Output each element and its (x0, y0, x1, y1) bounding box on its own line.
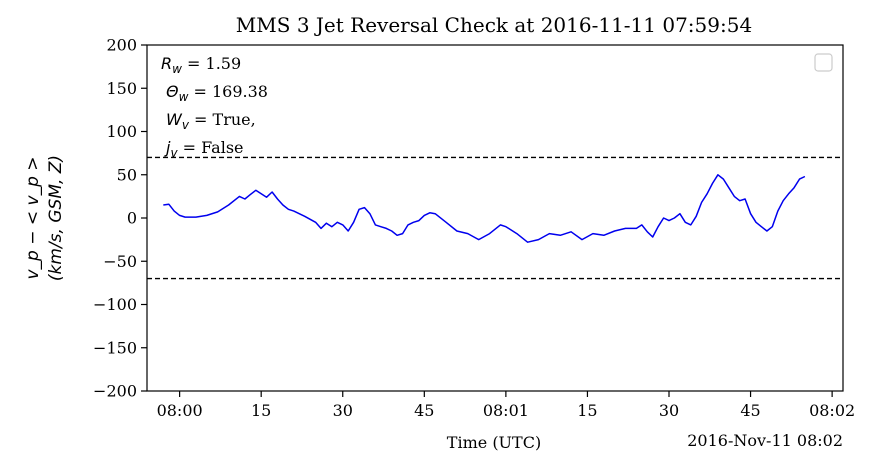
y-tick-label: −100 (93, 295, 137, 314)
y-tick-label: −200 (93, 382, 137, 401)
x-tick-label: 15 (251, 401, 271, 420)
annotation-line-3: jv = False (164, 138, 244, 160)
y-tick-label: 0 (127, 209, 137, 228)
x-offset-label: 2016-Nov-11 08:02 (687, 431, 843, 450)
x-tick-label: 15 (577, 401, 597, 420)
x-tick-label: 30 (659, 401, 679, 420)
annotation-line-0: Rw = 1.59 (161, 54, 241, 76)
x-tick-label: 08:02 (809, 401, 855, 420)
x-tick-label: 08:01 (483, 401, 529, 420)
x-tick-label: 30 (333, 401, 353, 420)
annotation-line-1: Θw = 169.38 (166, 82, 268, 104)
y-tick-label: −50 (103, 252, 137, 271)
x-tick-label: 08:00 (157, 401, 203, 420)
legend-box (814, 53, 833, 72)
y-axis-label: v_p − < v_p > (km/s, GSM, Z) (23, 155, 66, 281)
x-axis-label: Time (UTC) (447, 433, 541, 452)
chart-title: MMS 3 Jet Reversal Check at 2016-11-11 0… (236, 13, 752, 37)
series-line-0 (163, 174, 806, 243)
y-tick-label: −150 (93, 338, 137, 357)
x-tick-label: 45 (414, 401, 434, 420)
y-axis-label-line1: v_p − < v_p > (23, 156, 43, 279)
y-tick-label: 100 (106, 122, 137, 141)
y-axis-label-line2: (km/s, GSM, Z) (46, 155, 66, 281)
y-axis-ticks: 200 150 100 50 0 −50 −100 −150 −200 (93, 36, 147, 401)
x-tick-label: 45 (740, 401, 760, 420)
y-tick-label: 50 (117, 165, 137, 184)
y-tick-label: 200 (106, 36, 137, 55)
x-axis-ticks: 08:00 15 30 45 08:01 15 30 45 08:02 (157, 391, 855, 420)
plot-area (147, 156, 843, 280)
annotation-line-2: Wv = True, (166, 110, 256, 132)
annotation-box: Rw = 1.59 Θw = 169.38 Wv = True, jv = False (161, 54, 268, 160)
y-tick-label: 150 (106, 79, 137, 98)
